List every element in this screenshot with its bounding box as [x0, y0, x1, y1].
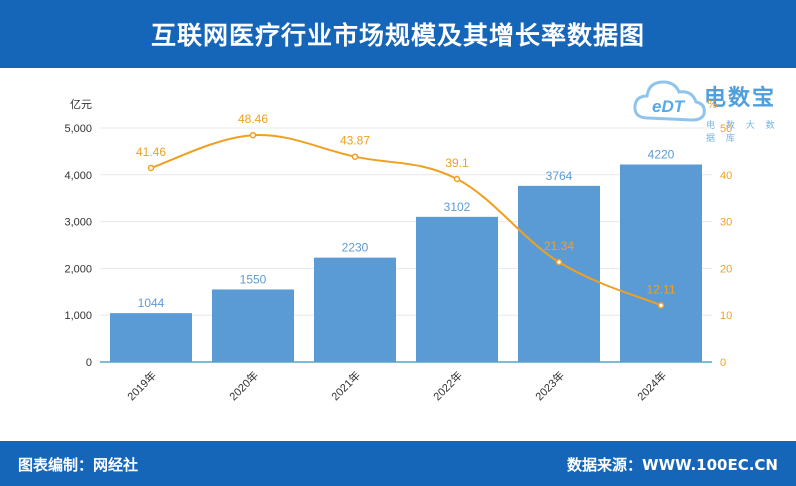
growth-value-label: 41.46: [136, 145, 166, 159]
growth-point: [147, 164, 155, 172]
bar: [620, 164, 702, 362]
left-tick-label: 0: [86, 357, 92, 369]
growth-value-label: 12.11: [646, 282, 675, 296]
category-label: 2022年: [430, 368, 465, 403]
right-tick-label: 0: [720, 357, 726, 369]
right-tick-label: 40: [720, 170, 732, 182]
growth-point: [453, 175, 461, 183]
left-tick-label: 1,000: [64, 310, 92, 322]
growth-line: [150, 134, 662, 307]
left-axis-unit: 亿元: [70, 98, 92, 111]
chart-area: 0 1,000 2,000 3,000 4,000 5,000 0 10 20 30 40 50 亿元%…: [64, 98, 732, 403]
chart-title-band: 互联网医疗行业市场规模及其增长率数据图: [0, 0, 796, 68]
data-labels: 1044 1550 2230 3102 3764 4220 41.46 48.46 43.87 3…: [136, 112, 676, 310]
growth-value-label: 21.34: [544, 239, 574, 253]
bar-value-label: 2230: [342, 241, 369, 255]
category-label: 2023年: [532, 368, 567, 403]
left-tick-label: 2,000: [64, 263, 92, 275]
right-tick-label: 20: [720, 263, 732, 275]
bar: [110, 313, 192, 362]
right-tick-label: 30: [720, 217, 732, 229]
bar-value-label: 3102: [444, 200, 471, 214]
bar: [212, 289, 294, 362]
left-tick-label: 3,000: [64, 217, 92, 229]
right-tick-label: 10: [720, 310, 732, 322]
category-label: 2020年: [226, 368, 261, 403]
growth-value-label: 43.87: [340, 134, 370, 148]
cloud-icon: eDT: [633, 80, 706, 122]
left-tick-label: 5,000: [64, 123, 92, 135]
logo-mark: eDT: [652, 97, 686, 116]
growth-line-series: [147, 131, 665, 309]
bar-series: [110, 164, 702, 362]
growth-point: [351, 153, 359, 160]
bar: [416, 216, 498, 362]
bar-value-label: 3764: [546, 169, 573, 183]
growth-point: [555, 258, 563, 266]
bar-value-label: 1550: [240, 272, 267, 286]
growth-point: [657, 302, 665, 309]
growth-value-label: 48.46: [238, 112, 268, 126]
footer-credit: 图表编制：网经社: [18, 456, 139, 474]
bar: [314, 257, 396, 362]
logo-title: 电数宝: [704, 86, 777, 111]
category-label: 2024年: [634, 368, 669, 403]
right-tick-label: 50: [720, 123, 732, 135]
category-label: 2019年: [124, 368, 159, 403]
footer-band: 图表编制：网经社 数据来源：WWW.100EC.CN: [0, 441, 796, 486]
growth-value-label: 39.1: [445, 156, 469, 170]
footer-source: 数据来源：WWW.100EC.CN: [567, 456, 778, 474]
bar-value-label: 4220: [648, 148, 675, 162]
bar-value-label: 1044: [138, 296, 165, 310]
left-tick-label: 4,000: [64, 170, 92, 182]
chart-title: 互联网医疗行业市场规模及其增长率数据图: [150, 21, 645, 50]
category-label: 2021年: [328, 368, 363, 403]
growth-point: [249, 131, 257, 139]
bar: [518, 185, 600, 362]
logo-subtitle: 电 数 大 数 据 库: [706, 121, 779, 144]
right-axis-unit: %: [707, 98, 717, 111]
logo: eDT 电数宝 电 数 大 数 据 库: [630, 70, 790, 144]
grid: [100, 127, 712, 316]
